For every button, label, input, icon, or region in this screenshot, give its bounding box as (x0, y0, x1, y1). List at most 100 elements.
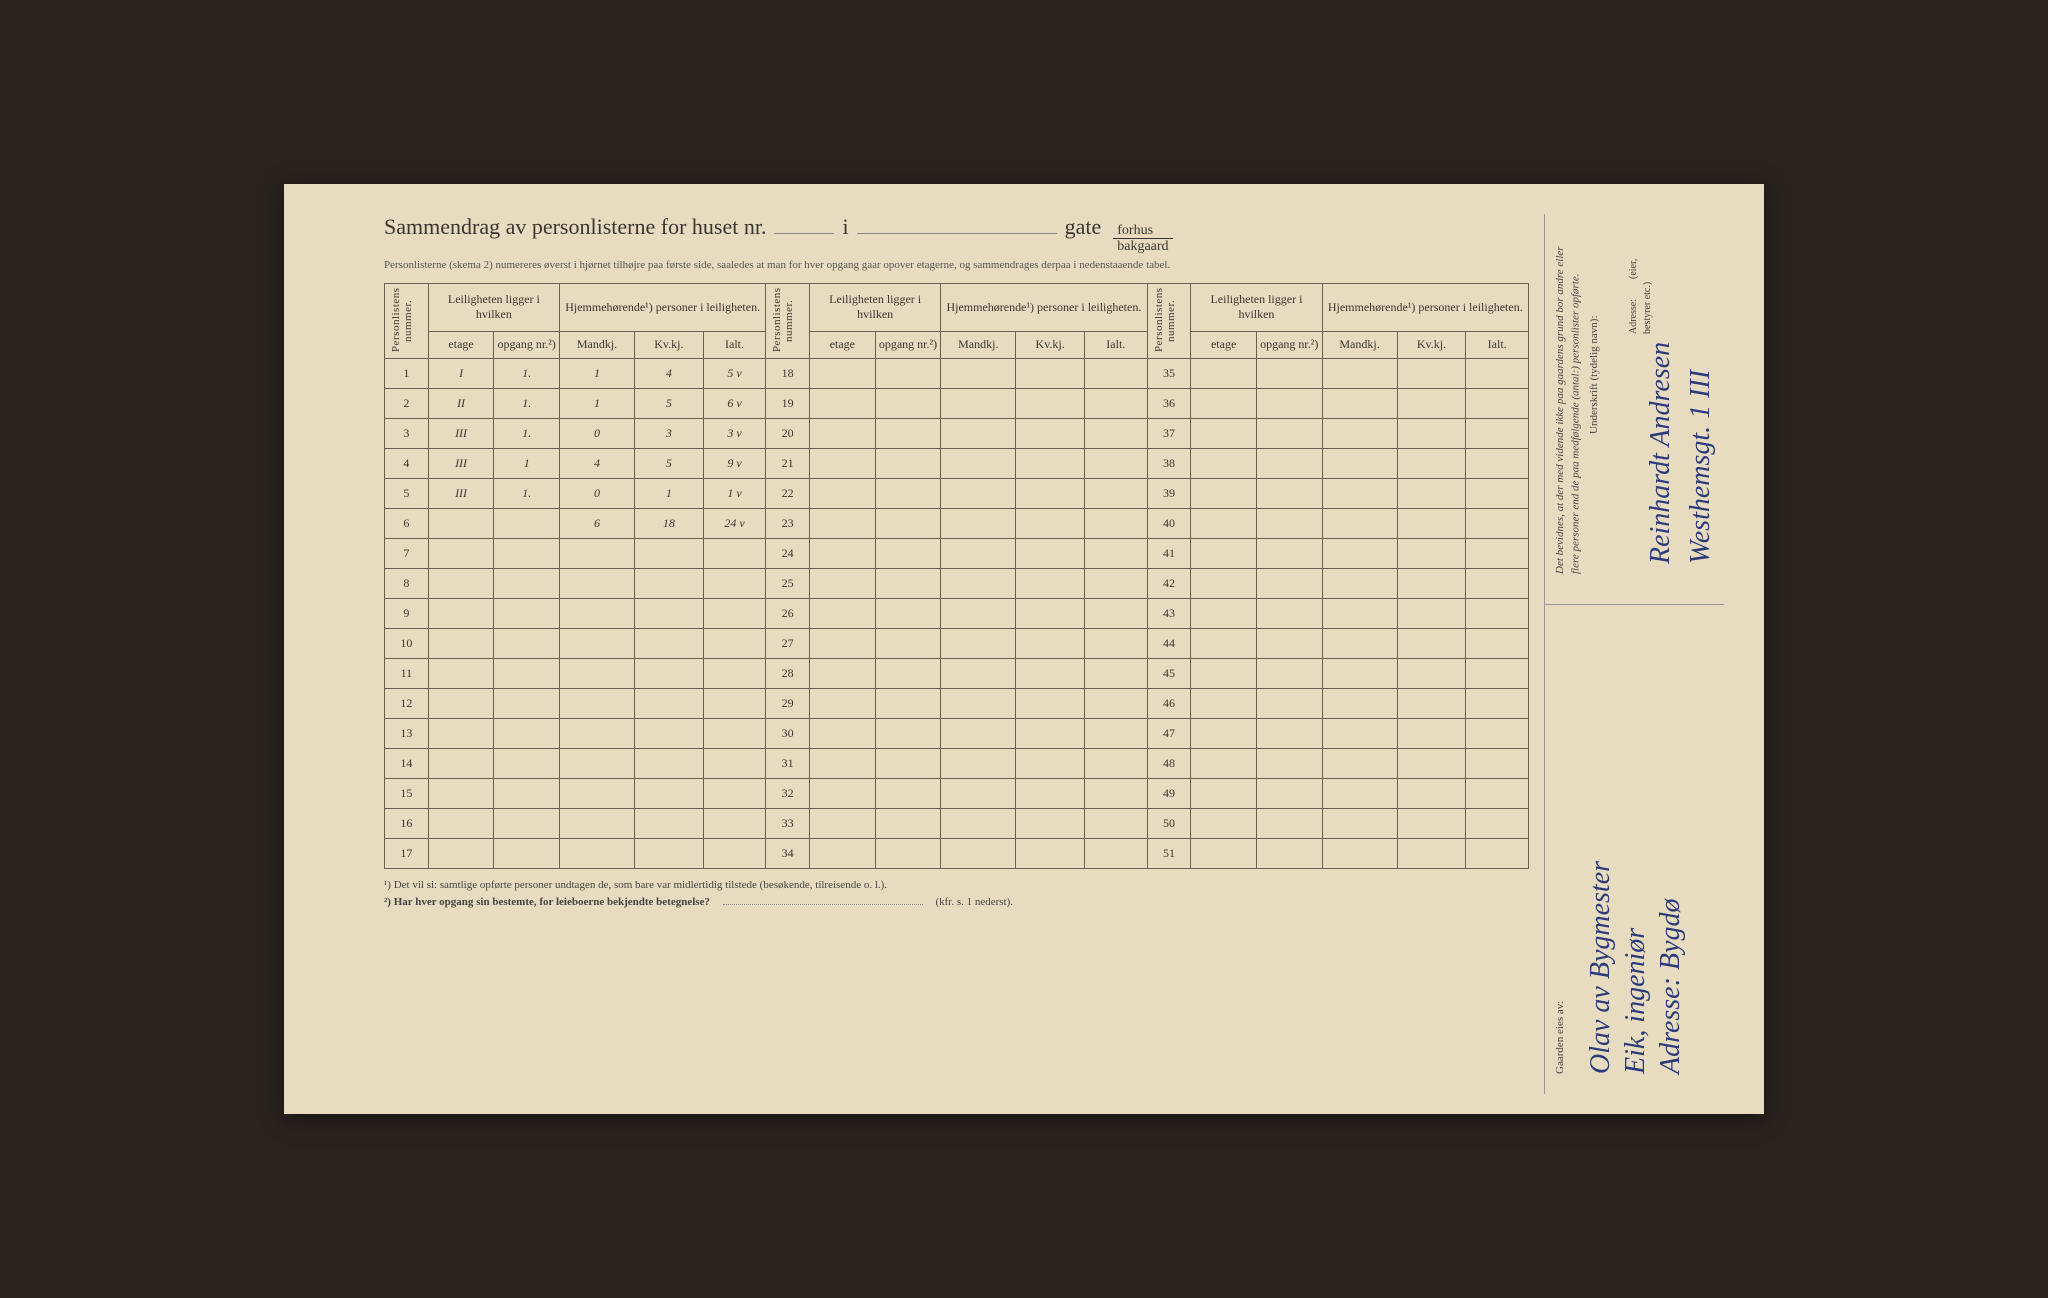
data-cell (941, 838, 1016, 868)
data-cell (1256, 358, 1322, 388)
data-cell (1016, 838, 1085, 868)
data-cell (635, 838, 704, 868)
data-cell (941, 658, 1016, 688)
data-cell (560, 658, 635, 688)
data-cell (1085, 748, 1148, 778)
data-cell: I (428, 358, 494, 388)
data-cell (875, 808, 941, 838)
data-cell (941, 718, 1016, 748)
census-table: Personlistens nummer. Leiligheten ligger… (384, 283, 1529, 869)
row-number: 3 (385, 418, 429, 448)
data-cell (703, 778, 766, 808)
data-cell (1191, 478, 1257, 508)
data-cell (1466, 658, 1529, 688)
hdr-hjemme-1: Hjemmehørende¹) personer i leiligheten. (560, 283, 766, 331)
hdr-hjemme-2: Hjemmehørende¹) personer i leiligheten. (941, 283, 1147, 331)
data-cell (1397, 358, 1466, 388)
data-cell (1085, 628, 1148, 658)
data-cell (1322, 718, 1397, 748)
row-number: 35 (1147, 358, 1191, 388)
owner-line-3: Adresse: Bygdø (1655, 814, 1687, 1074)
data-cell (1256, 508, 1322, 538)
data-cell (875, 358, 941, 388)
underskrift-label: Underskrift (tydelig navn): (1587, 234, 1602, 434)
footnote-1: ¹) Det vil si: samtlige opførte personer… (384, 877, 1529, 895)
data-cell: 6 v (703, 388, 766, 418)
data-cell: III (428, 478, 494, 508)
data-cell (810, 358, 876, 388)
data-cell (1191, 538, 1257, 568)
data-cell (1397, 658, 1466, 688)
data-cell (1397, 748, 1466, 778)
row-number: 26 (766, 598, 810, 628)
data-cell (494, 538, 560, 568)
data-cell: 0 (560, 478, 635, 508)
data-cell (1016, 808, 1085, 838)
data-cell (428, 508, 494, 538)
data-cell (494, 748, 560, 778)
data-cell (1466, 508, 1529, 538)
hdr-hjemme-3: Hjemmehørende¹) personer i leiligheten. (1322, 283, 1528, 331)
hdr-mandkj-3: Mandkj. (1322, 331, 1397, 358)
row-number: 10 (385, 628, 429, 658)
data-cell (1191, 358, 1257, 388)
data-cell (941, 478, 1016, 508)
data-cell (1016, 688, 1085, 718)
data-cell (1397, 418, 1466, 448)
hdr-etage-2: etage (810, 331, 876, 358)
data-cell (1466, 388, 1529, 418)
signature-address: Westhemsgt. 1 III (1685, 244, 1717, 564)
data-cell (494, 718, 560, 748)
data-cell (428, 718, 494, 748)
data-cell (1016, 388, 1085, 418)
hdr-mandkj-1: Mandkj. (560, 331, 635, 358)
data-cell (1322, 598, 1397, 628)
data-cell (1191, 388, 1257, 418)
data-cell (494, 598, 560, 628)
data-cell (1466, 568, 1529, 598)
hdr-personlistens-1: Personlistens nummer. (385, 283, 429, 358)
row-number: 41 (1147, 538, 1191, 568)
table-row: 661824 v2340 (385, 508, 1529, 538)
hdr-leiligheten-2: Leiligheten ligger i hvilken (810, 283, 941, 331)
hdr-mandkj-2: Mandkj. (941, 331, 1016, 358)
table-row: 3III1.033 v2037 (385, 418, 1529, 448)
data-cell (1016, 448, 1085, 478)
attestation-text: Det bevidnes, at der med vidende ikke pa… (1553, 234, 1584, 574)
row-number: 13 (385, 718, 429, 748)
data-cell (1466, 838, 1529, 868)
data-cell (1256, 838, 1322, 868)
data-cell (1397, 598, 1466, 628)
data-cell (1322, 388, 1397, 418)
row-number: 32 (766, 778, 810, 808)
data-cell (875, 538, 941, 568)
data-cell (941, 448, 1016, 478)
data-cell (1322, 688, 1397, 718)
data-cell: 1 (494, 448, 560, 478)
data-cell (703, 688, 766, 718)
data-cell (1322, 478, 1397, 508)
row-number: 1 (385, 358, 429, 388)
data-cell (1085, 598, 1148, 628)
forhus-bakgaard: forhus bakgaard (1113, 223, 1172, 255)
data-cell (810, 838, 876, 868)
data-cell (560, 688, 635, 718)
owner-line-1: Olav av Bygmester (1585, 814, 1617, 1074)
data-cell (635, 658, 704, 688)
data-cell (1085, 448, 1148, 478)
data-cell (941, 568, 1016, 598)
data-cell (1322, 778, 1397, 808)
data-cell: 1. (494, 388, 560, 418)
table-row: 143148 (385, 748, 1529, 778)
data-cell (941, 358, 1016, 388)
data-cell (1085, 808, 1148, 838)
row-number: 4 (385, 448, 429, 478)
data-cell (494, 808, 560, 838)
census-form-paper: Sammendrag av personlisterne for huset n… (284, 184, 1764, 1114)
data-cell (1322, 538, 1397, 568)
data-cell (875, 778, 941, 808)
data-cell (1016, 568, 1085, 598)
data-cell (1191, 718, 1257, 748)
data-cell (560, 838, 635, 868)
data-cell (1466, 478, 1529, 508)
